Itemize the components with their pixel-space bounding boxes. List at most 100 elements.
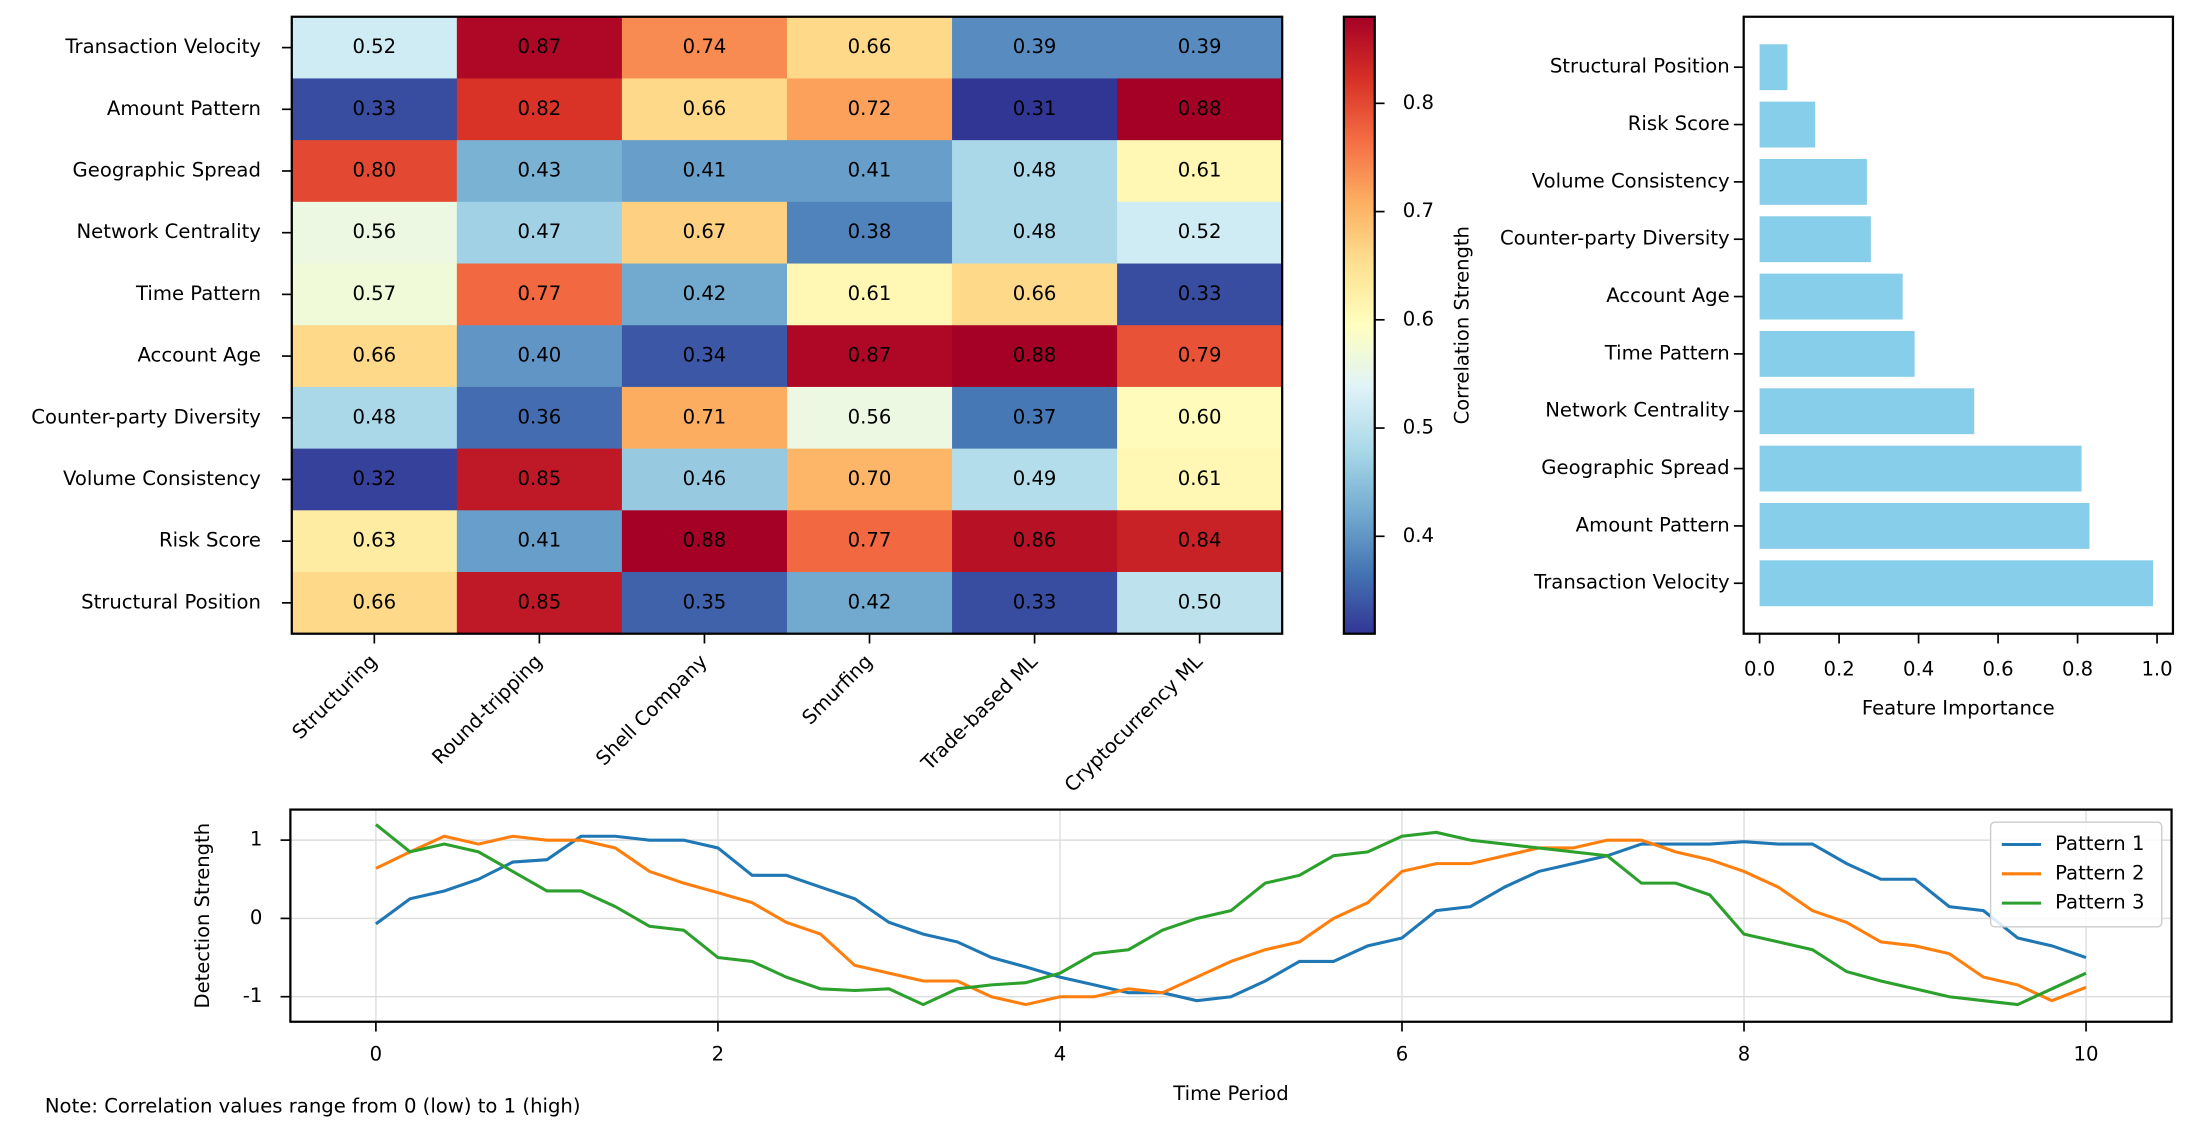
heatmap-cell xyxy=(456,78,623,141)
x-tick-label: 2 xyxy=(712,1043,724,1066)
row-label: Network Centrality xyxy=(76,220,260,243)
column-label: Smurfing xyxy=(797,650,876,729)
cell-label: 0.74 xyxy=(683,35,727,58)
cell-label: 0.66 xyxy=(352,344,396,367)
heatmap-cell xyxy=(621,325,788,388)
colorbar-tick-label: 0.5 xyxy=(1403,416,1434,439)
x-tick-label: 0 xyxy=(370,1043,382,1066)
cell-label: 0.41 xyxy=(683,159,727,182)
heatmap-cell xyxy=(1117,78,1283,141)
cell-label: 0.39 xyxy=(1178,35,1222,58)
heatmap-cell xyxy=(952,572,1118,635)
heatmap-cell xyxy=(291,16,458,80)
cell-label: 0.66 xyxy=(683,97,727,120)
cell-label: 0.52 xyxy=(352,35,396,58)
cell-label: 0.46 xyxy=(683,467,727,490)
row-label: Time Pattern xyxy=(135,282,261,305)
row-label: Volume Consistency xyxy=(63,467,261,490)
column-label: Cryptocurrency ML xyxy=(1060,650,1207,797)
cell-label: 0.60 xyxy=(1178,405,1222,428)
heatmap-cell xyxy=(621,16,788,80)
cell-label: 0.61 xyxy=(1178,159,1222,182)
heatmap-cell xyxy=(952,140,1118,203)
bar xyxy=(1759,216,1871,263)
x-tick-label: 0.4 xyxy=(1903,658,1934,681)
legend-label: Pattern 3 xyxy=(2055,891,2144,914)
y-tick-label: Account Age xyxy=(1606,284,1729,307)
heatmap-cell xyxy=(456,448,623,512)
heatmap-cell xyxy=(621,386,788,450)
x-tick-label: 1.0 xyxy=(2141,658,2172,681)
y-tick-label: Network Centrality xyxy=(1545,399,1729,422)
cell-label: 0.49 xyxy=(1013,467,1057,490)
heatmap-frame xyxy=(290,15,1284,635)
cell-label: 0.66 xyxy=(848,35,892,58)
bar xyxy=(1759,330,1915,377)
heatmap-cell xyxy=(1117,16,1283,80)
x-tick-label: 0.2 xyxy=(1823,658,1854,681)
column-label: Shell Company xyxy=(591,650,712,770)
legend-label: Pattern 1 xyxy=(2055,832,2144,855)
heatmap-cell xyxy=(621,201,788,265)
row-label: Structural Position xyxy=(81,590,261,613)
row-label: Geographic Spread xyxy=(73,159,261,182)
heatmap-cell xyxy=(786,16,953,80)
cell-label: 0.38 xyxy=(848,220,892,243)
heatmap-cell xyxy=(786,572,953,635)
heatmap-cell xyxy=(952,448,1118,512)
cell-label: 0.43 xyxy=(518,159,562,182)
axes-frame xyxy=(289,808,2173,1023)
heatmap-cell xyxy=(1117,572,1283,635)
cell-label: 0.86 xyxy=(1013,529,1057,552)
row-label: Transaction Velocity xyxy=(64,35,261,58)
column-label: Round-tripping xyxy=(428,650,547,769)
row-label: Risk Score xyxy=(159,529,261,552)
cell-label: 0.72 xyxy=(848,97,892,120)
cell-label: 0.41 xyxy=(518,529,562,552)
y-tick-label: Time Pattern xyxy=(1604,341,1730,364)
cell-label: 0.50 xyxy=(1178,590,1222,613)
heatmap-cell xyxy=(1117,448,1283,512)
heatmap-cell xyxy=(1117,263,1283,326)
colorbar-tick-label: 0.8 xyxy=(1403,91,1434,114)
colorbar-tick-label: 0.7 xyxy=(1403,199,1434,222)
cell-label: 0.67 xyxy=(683,220,727,243)
legend-label: Pattern 2 xyxy=(2055,861,2144,884)
line-series xyxy=(374,823,2087,1007)
heatmap-cell xyxy=(291,448,458,512)
cell-label: 0.77 xyxy=(518,282,562,305)
heatmap-cell xyxy=(786,510,953,573)
heatmap-cell xyxy=(456,140,623,203)
heatmap-cell xyxy=(291,263,458,326)
axes-frame xyxy=(1742,15,2175,635)
cell-label: 0.32 xyxy=(352,467,396,490)
cell-label: 0.34 xyxy=(683,344,727,367)
heatmap-cell xyxy=(456,16,623,80)
heatmap-cell xyxy=(1117,325,1283,388)
bar xyxy=(1759,44,1788,91)
cell-label: 0.87 xyxy=(518,35,562,58)
heatmap-cell xyxy=(952,78,1118,141)
heatmap-cell xyxy=(291,201,458,265)
heatmap-cell xyxy=(952,386,1118,450)
x-tick-label: 4 xyxy=(1054,1043,1066,1066)
cell-label: 0.66 xyxy=(352,590,396,613)
bar xyxy=(1759,560,2154,607)
cell-label: 0.71 xyxy=(683,405,727,428)
cell-label: 0.39 xyxy=(1013,35,1057,58)
y-tick-label: Volume Consistency xyxy=(1532,169,1730,192)
cell-label: 0.82 xyxy=(518,97,562,120)
heatmap-cell xyxy=(621,263,788,326)
heatmap-cell xyxy=(621,572,788,635)
heatmap-cell xyxy=(621,78,788,141)
cell-label: 0.63 xyxy=(352,529,396,552)
heatmap-cell xyxy=(621,448,788,512)
y-tick-label: 0 xyxy=(250,906,262,929)
heatmap-cell xyxy=(786,201,953,265)
cell-label: 0.77 xyxy=(848,529,892,552)
cell-label: 0.31 xyxy=(1013,97,1057,120)
cell-label: 0.42 xyxy=(683,282,727,305)
column-label: Trade-based ML xyxy=(916,650,1042,775)
x-tick-label: 10 xyxy=(2074,1043,2099,1066)
